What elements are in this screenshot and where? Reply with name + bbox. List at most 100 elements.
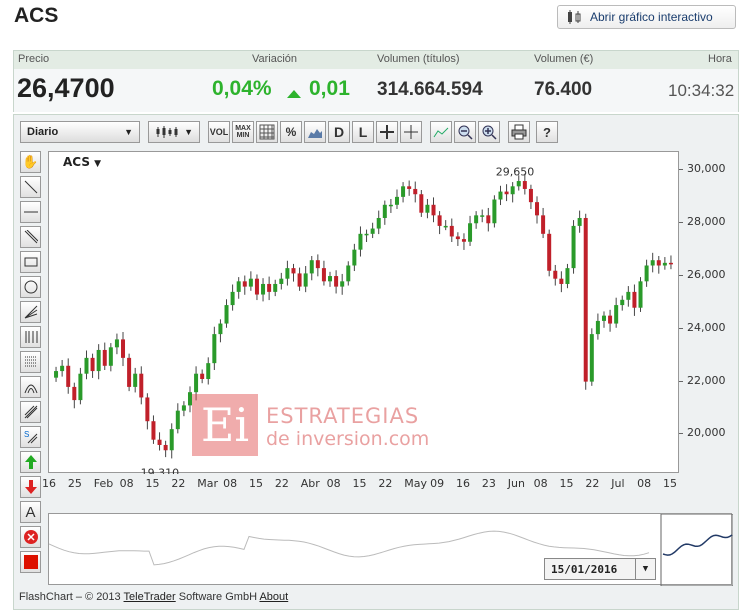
candle-body [181, 405, 186, 411]
channel-tool[interactable] [20, 401, 41, 423]
zoom-reset-button[interactable] [430, 121, 452, 143]
candle-body [78, 373, 83, 401]
candle-body [437, 215, 442, 226]
help-button[interactable]: ? [536, 121, 558, 143]
candle-body [273, 283, 278, 292]
area-chart-button[interactable] [304, 121, 326, 143]
candle-body [145, 397, 150, 422]
volume-eur-label: Volumen (€) [534, 53, 594, 65]
zoom-out-button[interactable] [454, 121, 476, 143]
y-tick-label: 20,000 [687, 426, 726, 440]
y-tick [679, 327, 683, 329]
x-tick-label: 22 [585, 477, 600, 490]
period-select[interactable]: Diario ▼ [20, 121, 140, 143]
delete-tool[interactable] [20, 526, 41, 548]
watermark: Ei ESTRATEGIAS de inversion.com [192, 394, 429, 456]
buy-arrow-tool[interactable] [20, 451, 41, 473]
area-chart-icon [308, 129, 322, 138]
candle-body [565, 268, 570, 284]
circle-icon [24, 280, 37, 294]
x-tick-label: 15 [559, 477, 574, 490]
fibonacci-tool[interactable] [20, 326, 41, 348]
teletrader-link[interactable]: TeleTrader [123, 591, 176, 603]
grid-lines-tool[interactable] [20, 351, 41, 373]
watermark-line1: ESTRATEGIAS [266, 404, 420, 428]
s-channel-tool[interactable]: S [20, 426, 41, 448]
candle-body [644, 265, 649, 282]
candle-body [66, 365, 71, 387]
navigator[interactable]: 15/01/2016 ▼ [48, 513, 734, 587]
candle-body [516, 181, 521, 187]
quote-header-row [14, 51, 738, 69]
candle-body [261, 283, 266, 295]
change-pct-value: 0,04% [212, 77, 272, 100]
zoom-in-button[interactable] [478, 121, 500, 143]
crosshair-small-icon [404, 125, 418, 139]
price-chart[interactable]: 29,650 19,310 ACS ▼ Ei ESTRATEGIAS de inv… [48, 151, 679, 480]
candle-body [461, 239, 466, 242]
line-button[interactable]: L [352, 121, 374, 143]
x-tick-label: 15 [663, 477, 677, 490]
max-min-button[interactable]: MAX MIN [232, 121, 254, 143]
candle-body [127, 357, 132, 387]
candle-body [358, 233, 363, 250]
footer-text: FlashChart – © 2013 [19, 591, 121, 603]
candle-body [321, 268, 326, 282]
x-tick-label: 08 [223, 477, 238, 490]
volume-button[interactable]: VOL [208, 121, 230, 143]
candle-body [559, 278, 564, 284]
candle-body [608, 315, 613, 324]
navigator-selected-line [662, 534, 733, 556]
candle-body [595, 320, 600, 335]
text-tool[interactable]: A [20, 501, 41, 523]
x-tick-label: Abr [300, 477, 320, 490]
candle-body [382, 204, 387, 218]
symbol-selector[interactable]: ACS ▼ [63, 155, 101, 169]
watermark-line2: de inversion.com [266, 428, 430, 450]
line-tool[interactable] [20, 176, 41, 198]
parallel-line-icon [24, 230, 38, 244]
x-axis: 16 25 Feb 08 15 22 Mar 08 15 22 Abr 08 15 22 May 09 16 23… [42, 473, 688, 493]
hand-tool[interactable]: ✋ [20, 151, 41, 173]
horizontal-line-tool[interactable] [20, 201, 41, 223]
candle-body [571, 225, 576, 269]
parallel-line-tool[interactable] [20, 226, 41, 248]
arc-tool[interactable] [20, 376, 41, 398]
candle-body [114, 339, 119, 348]
color-tool[interactable] [20, 551, 41, 573]
fan-tool[interactable] [20, 301, 41, 323]
candle-body [535, 202, 540, 216]
candle-body [157, 439, 162, 445]
candle-body [583, 217, 588, 382]
daily-button[interactable]: D [328, 121, 350, 143]
chart-type-select[interactable]: ▼ [148, 121, 200, 143]
navigator-date-select[interactable]: 15/01/2016 ▼ [544, 558, 656, 580]
open-interactive-chart-button[interactable]: Abrir gráfico interactivo [557, 5, 736, 29]
volume-shares-value: 314.664.594 [377, 79, 483, 100]
candle-body [632, 291, 637, 308]
crosshair-small-button[interactable] [400, 121, 422, 143]
crosshair-button[interactable] [376, 121, 398, 143]
x-tick-label: 22 [378, 477, 393, 490]
print-button[interactable] [508, 121, 530, 143]
circle-tool[interactable] [20, 276, 41, 298]
grid-button[interactable] [256, 121, 278, 143]
candle-body [297, 273, 302, 287]
x-tick-label: 16 [42, 477, 56, 490]
color-icon [23, 555, 38, 569]
sell-arrow-tool[interactable] [20, 476, 41, 498]
candle-body [169, 429, 174, 451]
navigator-window[interactable] [660, 513, 734, 587]
rectangle-tool[interactable] [20, 251, 41, 273]
candle-body [419, 194, 424, 213]
horizontal-line-icon [23, 211, 38, 213]
x-tick-label: 08 [533, 477, 548, 490]
chart-symbol-label: ACS [63, 155, 90, 169]
candle-body [309, 260, 314, 274]
candle-body [425, 204, 430, 213]
percent-button[interactable]: % [280, 121, 302, 143]
candle-body [468, 223, 473, 242]
about-link[interactable]: About [259, 591, 289, 603]
candle-body [498, 191, 503, 200]
print-icon [511, 124, 527, 140]
